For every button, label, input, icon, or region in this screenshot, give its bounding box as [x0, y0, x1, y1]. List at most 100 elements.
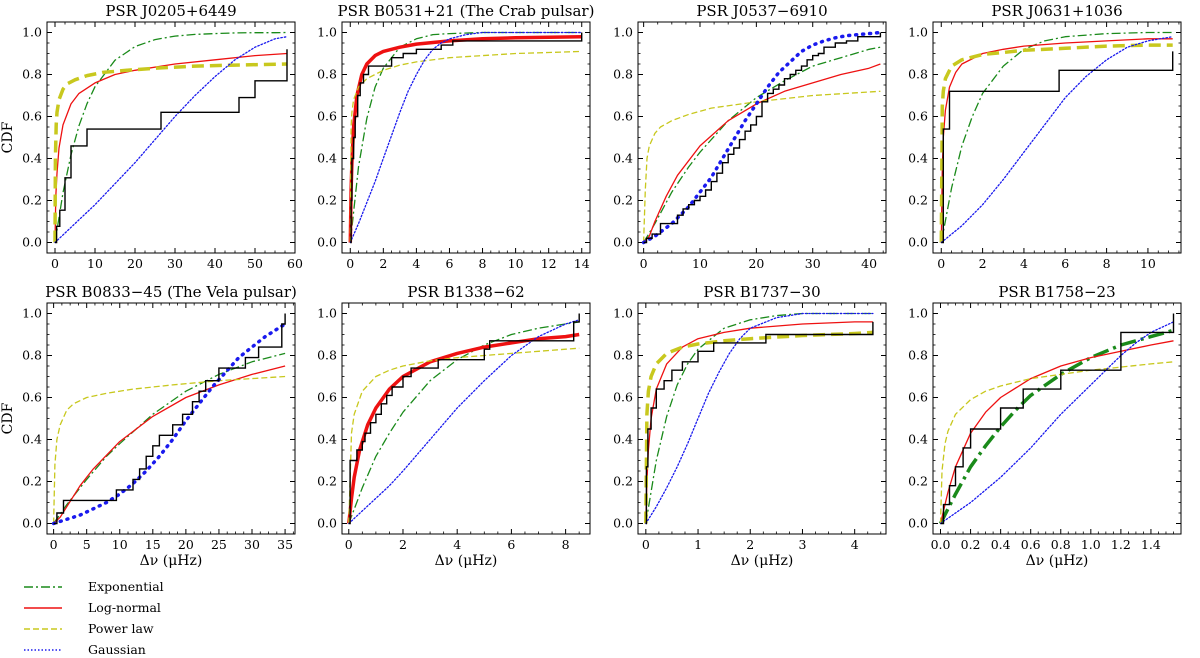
x-axis-label: Δν (μHz): [435, 553, 498, 569]
panel-7: PSR B1737−30 0 1 2 3 4 0.0 0.2 0.4 0.6 0.8 1.0 Δν (μ…: [613, 283, 887, 569]
axes-frame: [46, 21, 296, 254]
y-tick-label: 0.4: [613, 151, 633, 166]
x-tick-label: 8: [562, 537, 570, 552]
x-tick-label: 10: [692, 256, 708, 271]
series-exponential-line: [645, 312, 873, 524]
panel-6: PSR B1338−62 0 2 4 6 8 0.0 0.2 0.4 0.6 0.8 1.0 Δν (μ…: [317, 283, 591, 569]
x-tick-label: 30: [805, 256, 821, 271]
y-tick-label: 0.8: [613, 348, 633, 363]
y-tick-label: 0.4: [22, 151, 42, 166]
y-tick-label: 0.8: [22, 67, 42, 82]
panel-2: PSR B0531+21 (The Crab pulsar) 0 2 4 6 8 10 12 1…: [317, 2, 594, 271]
y-tick-label: 1.0: [613, 25, 633, 40]
x-tick-label: 40: [861, 256, 877, 271]
x-tick-label: 0: [51, 256, 59, 271]
y-tick-label: 0.8: [908, 348, 928, 363]
series-log-normal-line: [939, 340, 1174, 524]
x-tick-label: 20: [178, 537, 194, 552]
y-tick-label: 0.0: [22, 235, 42, 250]
series-gaussian-line: [641, 30, 883, 245]
x-tick-label: 2: [379, 256, 387, 271]
legend-log-normal-label: Log-normal: [88, 600, 161, 615]
empirical-cdf-step: [350, 32, 583, 244]
plot-area: [347, 313, 580, 525]
x-tick-label: 1: [694, 537, 702, 552]
plot-area: [51, 313, 287, 526]
series-gaussian-line: [348, 319, 580, 525]
x-tick-label: 5: [83, 537, 91, 552]
series-gaussian-line: [645, 312, 874, 525]
y-tick-label: 0.4: [317, 151, 337, 166]
y-tick-label: 0.2: [317, 193, 337, 208]
y-tick-label: 0.6: [317, 390, 337, 405]
axes-frame: [46, 302, 296, 535]
y-tick-label: 0.4: [317, 432, 337, 447]
series-log-normal-line: [348, 34, 582, 243]
y-axis-label: CDF: [0, 121, 16, 153]
panel-title: PSR J0205+6449: [105, 2, 236, 20]
y-tick-label: 0.6: [22, 390, 42, 405]
empirical-cdf-step: [53, 313, 286, 525]
x-tick-label: 2: [399, 537, 407, 552]
plot-area: [641, 30, 883, 245]
axes-frame: [637, 21, 887, 254]
series-power-law-line: [644, 330, 874, 524]
x-axis-label: Δν (μHz): [140, 553, 203, 569]
plot-area: [53, 31, 288, 244]
x-tick-label: 0: [640, 256, 648, 271]
y-tick-label: 0.0: [317, 516, 337, 531]
y-tick-label: 0.0: [908, 516, 928, 531]
y-tick-label: 0.2: [613, 193, 633, 208]
empirical-cdf-step: [643, 32, 882, 244]
plot-area: [938, 313, 1175, 525]
empirical-cdf-step: [940, 313, 1175, 525]
y-tick-label: 1.0: [22, 25, 42, 40]
x-tick-label: 1.2: [1111, 537, 1131, 552]
x-tick-label: 0.2: [961, 537, 981, 552]
x-tick-label: 50: [247, 256, 263, 271]
series-power-law-line: [939, 361, 1174, 524]
x-tick-label: 6: [1061, 256, 1069, 271]
plot-area: [939, 31, 1174, 244]
x-tick-label: 12: [541, 256, 557, 271]
x-tick-label: 0.0: [931, 537, 951, 552]
x-tick-label: 35: [277, 537, 293, 552]
series-log-normal-line: [643, 63, 881, 243]
y-tick-label: 0.4: [908, 432, 928, 447]
x-tick-label: 30: [167, 256, 183, 271]
y-tick-label: 0.4: [22, 432, 42, 447]
y-tick-label: 0.8: [908, 67, 928, 82]
x-tick-label: 60: [287, 256, 303, 271]
series-log-normal-line: [54, 52, 288, 243]
x-tick-label: 0.4: [991, 537, 1011, 552]
series-exponential-line: [54, 31, 288, 243]
x-tick-label: 0: [345, 537, 353, 552]
panel-title: PSR B0531+21 (The Crab pulsar): [338, 2, 595, 20]
y-tick-label: 0.6: [908, 109, 928, 124]
x-tick-label: 10: [1140, 256, 1156, 271]
x-tick-label: 0: [346, 256, 354, 271]
series-log-normal-line: [53, 365, 286, 524]
y-tick-label: 1.0: [613, 306, 633, 321]
series-exponential-line: [348, 321, 580, 524]
series-exponential-line: [643, 46, 881, 243]
empirical-cdf-step: [348, 313, 580, 525]
x-tick-label: 1.0: [1081, 537, 1101, 552]
y-tick-label: 1.0: [317, 25, 337, 40]
x-tick-label: 4: [851, 537, 859, 552]
y-tick-label: 0.2: [908, 474, 928, 489]
panel-title: PSR J0537−6910: [696, 2, 827, 20]
x-tick-label: 10: [112, 537, 128, 552]
panel-title: PSR B1737−30: [703, 283, 820, 301]
series-power-law-line: [52, 375, 286, 524]
x-tick-label: 6: [507, 537, 515, 552]
legend: Exponential Log-normal Power law Gaussian: [24, 579, 164, 657]
y-tick-label: 0.0: [613, 516, 633, 531]
x-tick-label: 4: [412, 256, 420, 271]
series-power-law-line: [642, 90, 881, 243]
x-tick-label: 0.6: [1021, 537, 1041, 552]
panel-title: PSR B1758−23: [998, 283, 1115, 301]
y-tick-label: 0.6: [908, 390, 928, 405]
series-log-normal-line: [645, 321, 873, 524]
